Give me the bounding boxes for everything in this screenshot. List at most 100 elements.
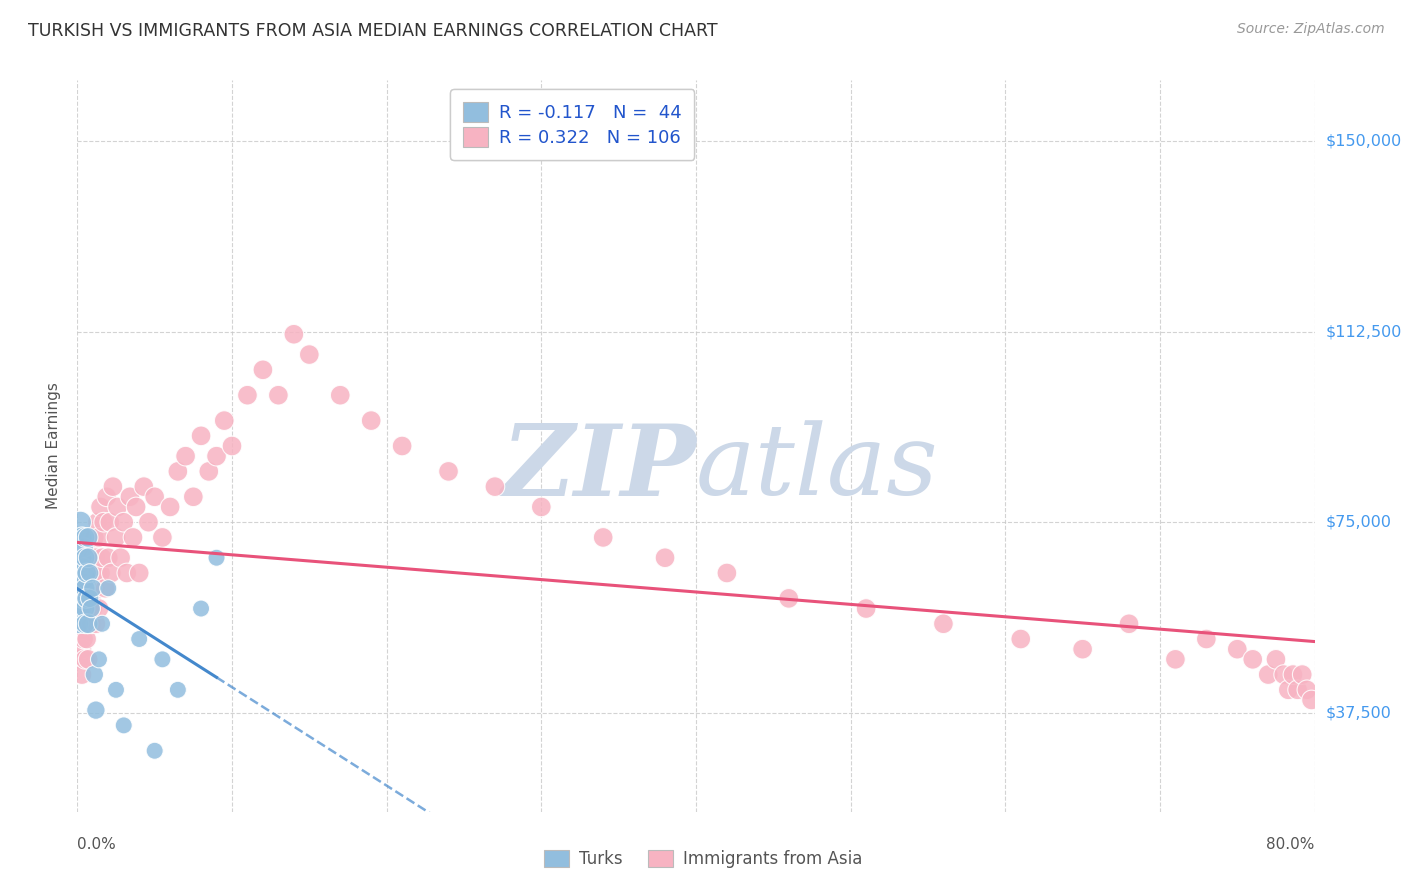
Text: 0.0%: 0.0% — [77, 837, 117, 852]
Point — [76, 616, 98, 631]
Point — [76, 566, 98, 580]
Point — [152, 652, 174, 666]
Point — [132, 480, 155, 494]
Point — [82, 601, 104, 615]
Point — [77, 616, 100, 631]
Legend: R = -0.117   N =  44, R = 0.322   N = 106: R = -0.117 N = 44, R = 0.322 N = 106 — [450, 89, 695, 160]
Point — [79, 591, 101, 606]
Point — [75, 541, 96, 555]
Point — [76, 591, 98, 606]
Point — [128, 566, 150, 580]
Point — [112, 718, 135, 732]
Point — [69, 566, 91, 580]
Point — [70, 616, 93, 631]
Point — [83, 581, 105, 595]
Point — [82, 581, 104, 595]
Point — [1010, 632, 1032, 646]
Point — [97, 550, 120, 565]
Point — [82, 550, 104, 565]
Point — [530, 500, 553, 514]
Point — [167, 682, 190, 697]
Point — [79, 566, 101, 580]
Point — [360, 414, 382, 428]
Point — [91, 616, 114, 631]
Point — [70, 581, 93, 595]
Point — [77, 530, 100, 544]
Point — [87, 652, 110, 666]
Point — [110, 550, 132, 565]
Point — [67, 601, 90, 615]
Point — [70, 601, 93, 615]
Point — [86, 566, 108, 580]
Point — [72, 616, 94, 631]
Point — [75, 571, 96, 585]
Point — [1291, 667, 1313, 681]
Point — [298, 347, 321, 362]
Point — [1272, 667, 1295, 681]
Point — [87, 601, 110, 615]
Point — [84, 703, 107, 717]
Point — [72, 561, 94, 575]
Legend: Turks, Immigrants from Asia: Turks, Immigrants from Asia — [537, 843, 869, 875]
Point — [1241, 652, 1264, 666]
Point — [69, 541, 91, 555]
Point — [437, 464, 460, 478]
Point — [70, 591, 93, 606]
Point — [236, 388, 259, 402]
Point — [67, 616, 90, 631]
Point — [67, 616, 90, 631]
Point — [716, 566, 738, 580]
Point — [79, 530, 101, 544]
Point — [87, 530, 110, 544]
Text: $37,500: $37,500 — [1326, 706, 1392, 720]
Point — [79, 601, 101, 615]
Point — [80, 616, 103, 631]
Point — [101, 480, 124, 494]
Point — [69, 601, 91, 615]
Point — [72, 541, 94, 555]
Point — [75, 530, 96, 544]
Point — [75, 652, 96, 666]
Point — [654, 550, 676, 565]
Point — [75, 616, 96, 631]
Point — [152, 530, 174, 544]
Point — [283, 327, 305, 342]
Point — [1164, 652, 1187, 666]
Point — [484, 480, 506, 494]
Point — [1226, 642, 1249, 657]
Point — [72, 601, 94, 615]
Point — [69, 515, 91, 529]
Point — [69, 632, 91, 646]
Point — [252, 363, 274, 377]
Point — [75, 616, 96, 631]
Point — [778, 591, 800, 606]
Point — [1296, 682, 1319, 697]
Point — [932, 616, 955, 631]
Point — [190, 601, 212, 615]
Point — [329, 388, 352, 402]
Point — [183, 490, 205, 504]
Point — [72, 632, 94, 646]
Point — [86, 515, 108, 529]
Point — [83, 667, 105, 681]
Point — [221, 439, 243, 453]
Point — [100, 566, 122, 580]
Point — [69, 591, 91, 606]
Point — [77, 541, 100, 555]
Point — [70, 566, 93, 580]
Point — [143, 744, 166, 758]
Point — [167, 464, 190, 478]
Text: $150,000: $150,000 — [1326, 134, 1402, 149]
Point — [72, 581, 94, 595]
Point — [67, 652, 90, 666]
Point — [174, 449, 197, 463]
Point — [1277, 682, 1299, 697]
Point — [205, 550, 228, 565]
Point — [80, 601, 103, 615]
Point — [1282, 667, 1305, 681]
Point — [159, 500, 181, 514]
Point — [70, 550, 93, 565]
Text: $75,000: $75,000 — [1326, 515, 1392, 530]
Point — [855, 601, 877, 615]
Point — [77, 550, 100, 565]
